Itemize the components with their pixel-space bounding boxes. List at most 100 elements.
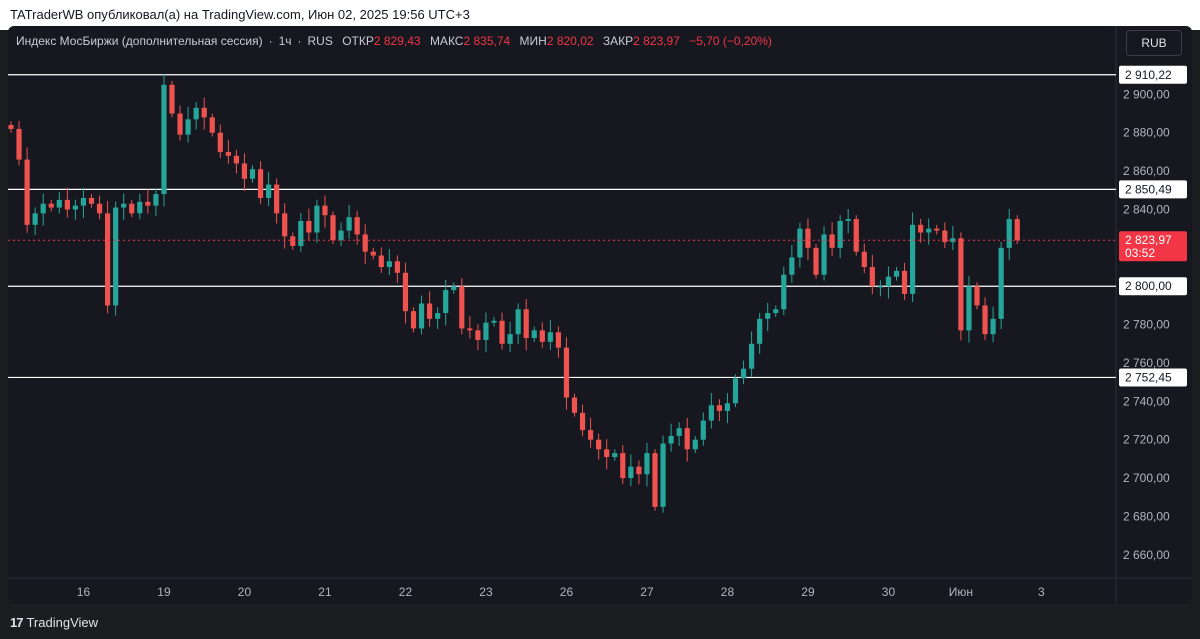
brand-name: TradingView (26, 615, 99, 630)
symbol-name[interactable]: Индекс МосБиржи (дополнительная сессия) (16, 34, 263, 48)
x-tick-label: 30 (882, 585, 896, 599)
candle-body (306, 220, 312, 233)
candle-body (692, 439, 698, 450)
candle-body (354, 217, 360, 235)
candle-body (918, 224, 924, 233)
candle-body (990, 318, 996, 335)
candle-body (596, 439, 602, 450)
x-tick-label: Июн (949, 585, 973, 599)
candle-body (16, 128, 22, 160)
y-tick-label: 2 860,00 (1123, 164, 1170, 178)
candle-body (113, 207, 119, 306)
candle-body (982, 305, 988, 335)
candle-body (467, 328, 473, 331)
candle-body (72, 205, 78, 210)
candle-body (257, 169, 264, 198)
candle-body (56, 199, 62, 208)
candle-body (1014, 219, 1020, 241)
y-tick-label: 2 740,00 (1123, 394, 1170, 408)
candle-body (274, 184, 280, 214)
candle-body (523, 309, 529, 339)
y-tick-label: 2 700,00 (1123, 471, 1170, 485)
candle-body (370, 251, 376, 256)
candle-body (346, 217, 352, 231)
candle-body (588, 430, 594, 440)
candle-body (636, 466, 642, 475)
candle-body (418, 303, 425, 329)
level-price-label: 2 752,45 (1125, 370, 1172, 384)
chart-panel[interactable]: 2 660,00 2 680,00 2 700,00 2 720,00 2 740,00… (8, 26, 1192, 604)
candle-body (765, 313, 771, 319)
candle-body (1006, 219, 1012, 248)
last-price-label: 2 823,97 (1125, 233, 1172, 247)
candle-body (901, 270, 908, 294)
candle-body (314, 205, 320, 233)
x-tick-label: 16 (77, 585, 91, 599)
candle-body (950, 238, 956, 243)
candle-body (24, 159, 30, 225)
candle-body (910, 224, 916, 294)
candle-body (121, 203, 127, 208)
candle-body (966, 286, 972, 331)
candlestick-chart[interactable]: 2 660,00 2 680,00 2 700,00 2 720,00 2 740,00… (8, 26, 1192, 604)
candle-body (797, 228, 803, 258)
x-tick-label: 22 (399, 585, 413, 599)
candle-body (531, 330, 537, 339)
candle-body (225, 151, 231, 156)
candle-body (48, 203, 54, 208)
tradingview-logo[interactable]: 17 TradingView (10, 615, 98, 630)
candle-body (64, 199, 70, 210)
candle-body (193, 107, 199, 120)
candle-body (241, 163, 248, 179)
candle-body (443, 290, 449, 314)
interval-label[interactable]: 1ч (278, 34, 292, 48)
candle-body (845, 219, 851, 221)
candle-body (451, 286, 457, 291)
y-tick-label: 2 900,00 (1123, 87, 1170, 101)
candle-body (708, 405, 714, 421)
y-tick-label: 2 680,00 (1123, 509, 1170, 523)
candle-body (757, 318, 763, 344)
candle-body (620, 453, 626, 479)
candle-body (660, 443, 666, 507)
level-price-label: 2 800,00 (1125, 279, 1172, 293)
x-tick-label: 20 (238, 585, 252, 599)
publish-bar: TATraderWB опубликовал(а) на TradingView… (0, 0, 1200, 30)
candle-body (869, 267, 875, 287)
candle-body (813, 247, 819, 275)
candle-body (893, 270, 900, 277)
close-value: 2 823,97 (633, 34, 680, 48)
candle-body (579, 412, 586, 431)
candle-body (185, 119, 191, 135)
level-price-tag (1119, 368, 1187, 387)
candle-body (298, 220, 304, 246)
candle-body (716, 405, 722, 411)
x-tick-label: 23 (479, 585, 493, 599)
candle-body (571, 397, 578, 413)
candle-body (539, 330, 545, 342)
level-price-tag (1119, 180, 1187, 199)
close-label: ЗАКР (602, 34, 634, 48)
low-label: МИН (519, 34, 547, 48)
x-tick-label: 19 (157, 585, 171, 599)
candle-body (322, 205, 328, 216)
level-price-label: 2 850,49 (1125, 182, 1172, 196)
open-label: ОТКР (342, 34, 374, 48)
y-tick-label: 2 720,00 (1123, 433, 1170, 447)
candle-body (684, 428, 690, 450)
candle-body (290, 236, 296, 246)
candle-body (821, 234, 827, 275)
high-value: 2 835,74 (463, 34, 511, 48)
candle-body (837, 220, 843, 248)
candle-body (129, 203, 135, 214)
candle-body (644, 453, 650, 475)
candle-body (958, 238, 964, 331)
candle-body (942, 230, 948, 243)
candle-body (410, 311, 417, 329)
candle-body (161, 84, 167, 195)
candle-body (169, 84, 175, 114)
candle-body (402, 272, 409, 312)
candle-body (105, 213, 111, 306)
candle-body (853, 219, 859, 252)
currency-button[interactable]: RUB (1126, 30, 1182, 56)
